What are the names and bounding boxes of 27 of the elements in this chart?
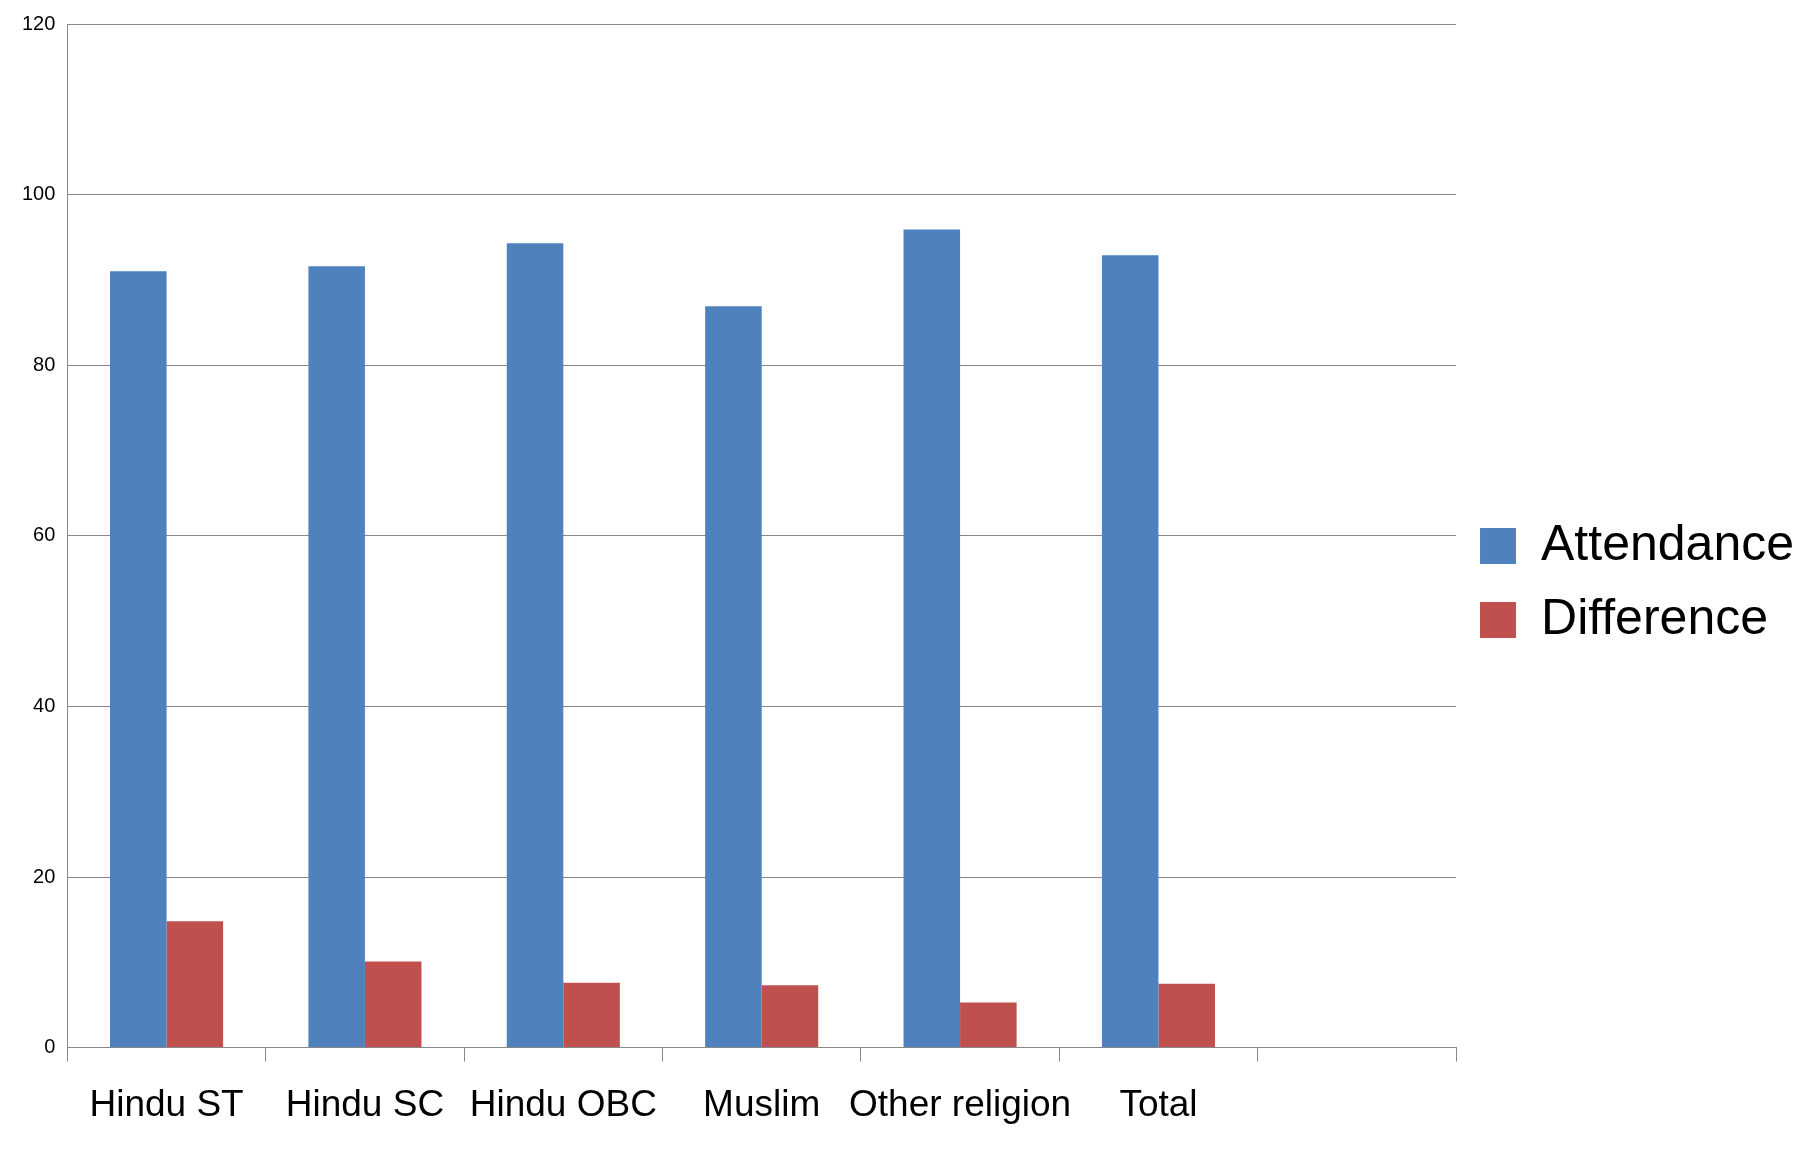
bar — [761, 985, 819, 1048]
x-tick-label: Total — [1119, 1083, 1198, 1124]
x-tick-label: Hindu ST — [89, 1083, 244, 1124]
bar — [1101, 255, 1159, 1048]
bar — [506, 243, 564, 1048]
x-tick-label: Hindu SC — [285, 1083, 445, 1124]
bar — [705, 306, 762, 1048]
bar — [364, 961, 422, 1048]
legend-label: Difference — [1541, 588, 1769, 645]
bar — [308, 266, 365, 1048]
bar — [960, 1002, 1017, 1048]
x-tick-label: Hindu OBC — [469, 1083, 657, 1124]
y-tick-label: 20 — [33, 864, 56, 887]
legend-label: Attendance — [1541, 514, 1795, 571]
x-tick-label: Muslim — [703, 1083, 821, 1124]
y-tick-label: 80 — [33, 352, 56, 375]
y-tick-label: 100 — [21, 182, 56, 205]
y-tick-label: 40 — [33, 693, 56, 716]
bar — [166, 921, 224, 1048]
bar — [110, 271, 167, 1048]
y-tick-label: 60 — [33, 523, 56, 546]
bar — [903, 229, 961, 1048]
x-tick-label: Other religion — [849, 1083, 1072, 1124]
bar — [563, 982, 620, 1048]
bar — [1158, 983, 1215, 1048]
y-tick-label: 120 — [21, 11, 56, 34]
y-tick-label: 0 — [44, 1035, 56, 1058]
